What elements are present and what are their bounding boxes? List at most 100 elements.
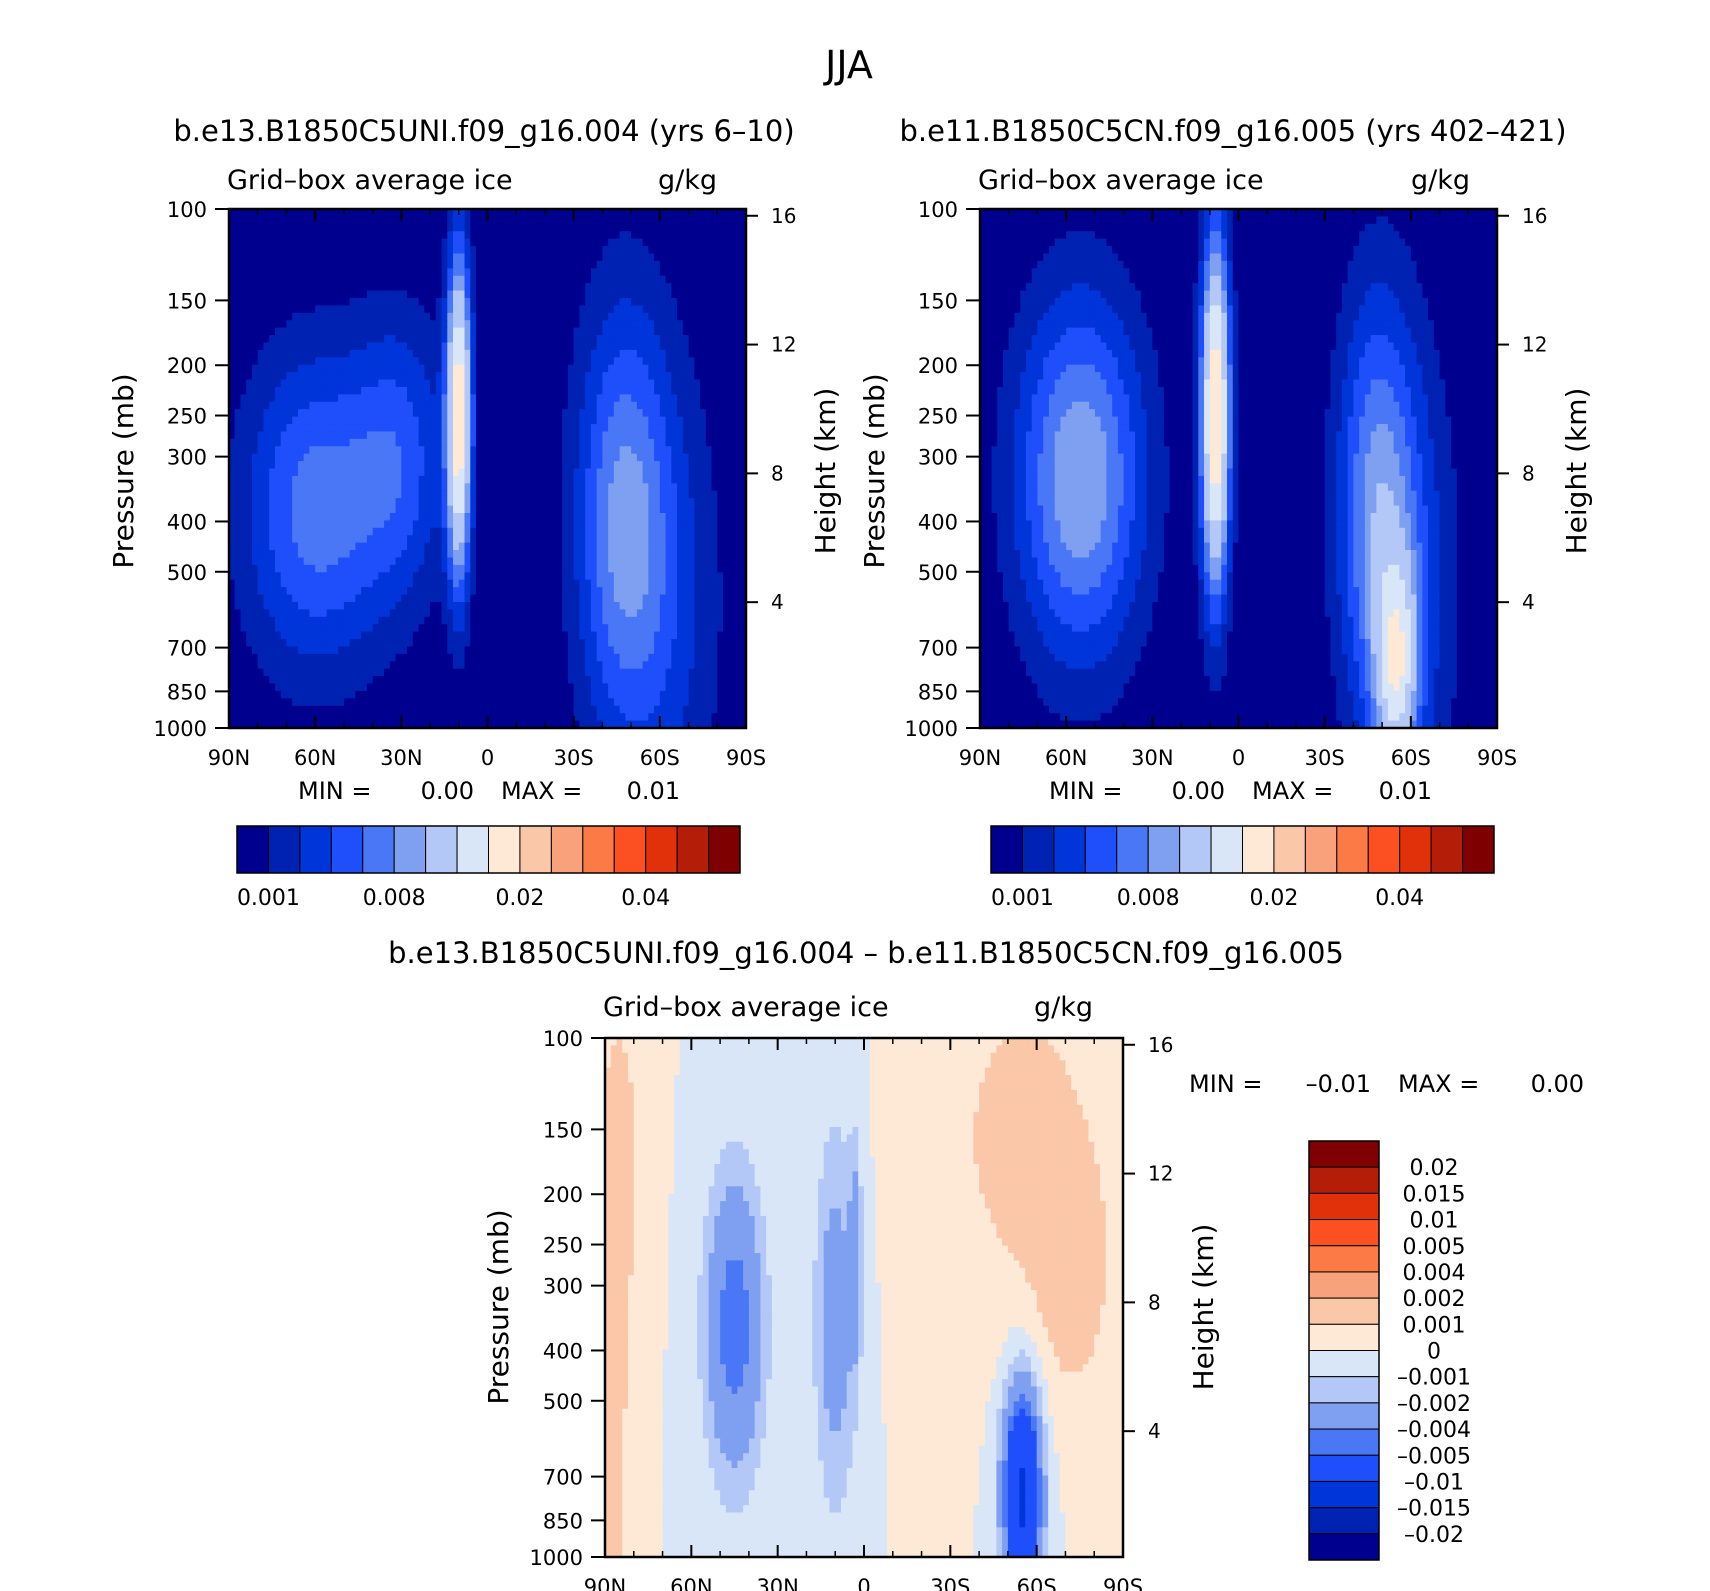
field-cell: [292, 601, 299, 610]
field-cell: [642, 335, 649, 344]
field-cell: [263, 297, 270, 306]
field-cell: [424, 505, 431, 514]
field-cell: [234, 290, 242, 299]
field-cell: [297, 542, 305, 551]
field-cell: [550, 275, 558, 284]
field-cell: [309, 379, 316, 388]
field-cell: [234, 475, 242, 484]
field-cell: [688, 238, 695, 247]
field-cell: [567, 572, 575, 581]
field-cell: [280, 231, 288, 240]
field-cell: [315, 379, 322, 388]
field-cell: [527, 223, 535, 232]
field-cell: [366, 616, 374, 625]
field-cell: [263, 327, 270, 336]
field-cell: [263, 564, 270, 573]
field-cell: [280, 475, 288, 484]
field-cell: [665, 223, 672, 232]
field-cell: [418, 320, 425, 329]
field-cell: [659, 564, 667, 573]
field-cell: [286, 409, 293, 418]
field-cell: [636, 542, 644, 551]
field-cell: [527, 216, 535, 225]
field-cell: [740, 475, 747, 484]
field-cell: [596, 579, 603, 588]
field-cell: [384, 535, 391, 544]
field-cell: [229, 461, 236, 470]
field-cell: [246, 238, 253, 247]
field-cell: [274, 246, 282, 255]
field-cell: [654, 216, 661, 225]
field-cell: [544, 438, 552, 447]
field-cell: [539, 453, 546, 462]
field-cell: [596, 372, 603, 381]
field-cell: [401, 386, 408, 395]
field-cell: [366, 297, 374, 306]
field-cell: [430, 268, 437, 277]
field-cell: [476, 253, 483, 262]
field-cell: [326, 498, 333, 507]
field-cell: [665, 453, 672, 462]
field-cell: [596, 335, 603, 344]
field-cell: [424, 535, 431, 544]
field-cell: [671, 364, 678, 373]
field-cell: [332, 297, 339, 306]
field-cell: [544, 594, 552, 603]
field-cell: [619, 305, 626, 314]
field-cell: [407, 475, 414, 484]
field-cell: [458, 431, 466, 440]
field-cell: [355, 431, 362, 440]
field-cell: [550, 357, 558, 366]
field-cell: [372, 372, 379, 381]
field-cell: [263, 550, 270, 559]
field-cell: [378, 305, 385, 314]
field-cell: [682, 253, 690, 262]
field-cell: [567, 223, 575, 232]
field-cell: [355, 231, 362, 240]
field-cell: [579, 409, 586, 418]
field-cell: [470, 520, 477, 529]
field-cell: [464, 587, 471, 596]
field-cell: [274, 275, 282, 284]
field-cell: [309, 587, 316, 596]
field-cell: [631, 490, 638, 499]
field-cell: [309, 572, 316, 581]
field-cell: [705, 609, 713, 618]
field-cell: [338, 231, 345, 240]
field-cell: [274, 305, 282, 314]
field-cell: [562, 342, 569, 351]
field-cell: [430, 305, 437, 314]
field-cell: [315, 461, 322, 470]
field-cell: [315, 394, 322, 403]
field-cell: [682, 320, 690, 329]
field-cell: [711, 520, 718, 529]
field-cell: [297, 587, 305, 596]
field-cell: [585, 268, 592, 277]
field-cell: [280, 386, 288, 395]
field-cell: [527, 557, 535, 566]
field-cell: [619, 587, 626, 596]
field-cell: [338, 424, 345, 433]
field-cell: [372, 394, 379, 403]
field-cell: [389, 290, 397, 299]
field-cell: [619, 527, 626, 536]
field-cell: [728, 594, 736, 603]
field-cell: [349, 579, 356, 588]
field-cell: [309, 394, 316, 403]
field-cell: [700, 416, 707, 425]
field-cell: [372, 312, 379, 321]
field-cell: [395, 579, 402, 588]
field-cell: [441, 386, 448, 395]
field-cell: [556, 594, 563, 603]
field-cell: [389, 223, 397, 232]
field-cell: [246, 305, 253, 314]
field-cell: [229, 505, 236, 514]
field-cell: [590, 223, 598, 232]
field-cell: [343, 446, 351, 455]
field-cell: [257, 609, 265, 618]
field-cell: [550, 305, 558, 314]
field-cell: [435, 342, 443, 351]
field-cell: [539, 357, 546, 366]
field-cell: [361, 238, 368, 247]
field-cell: [585, 594, 592, 603]
